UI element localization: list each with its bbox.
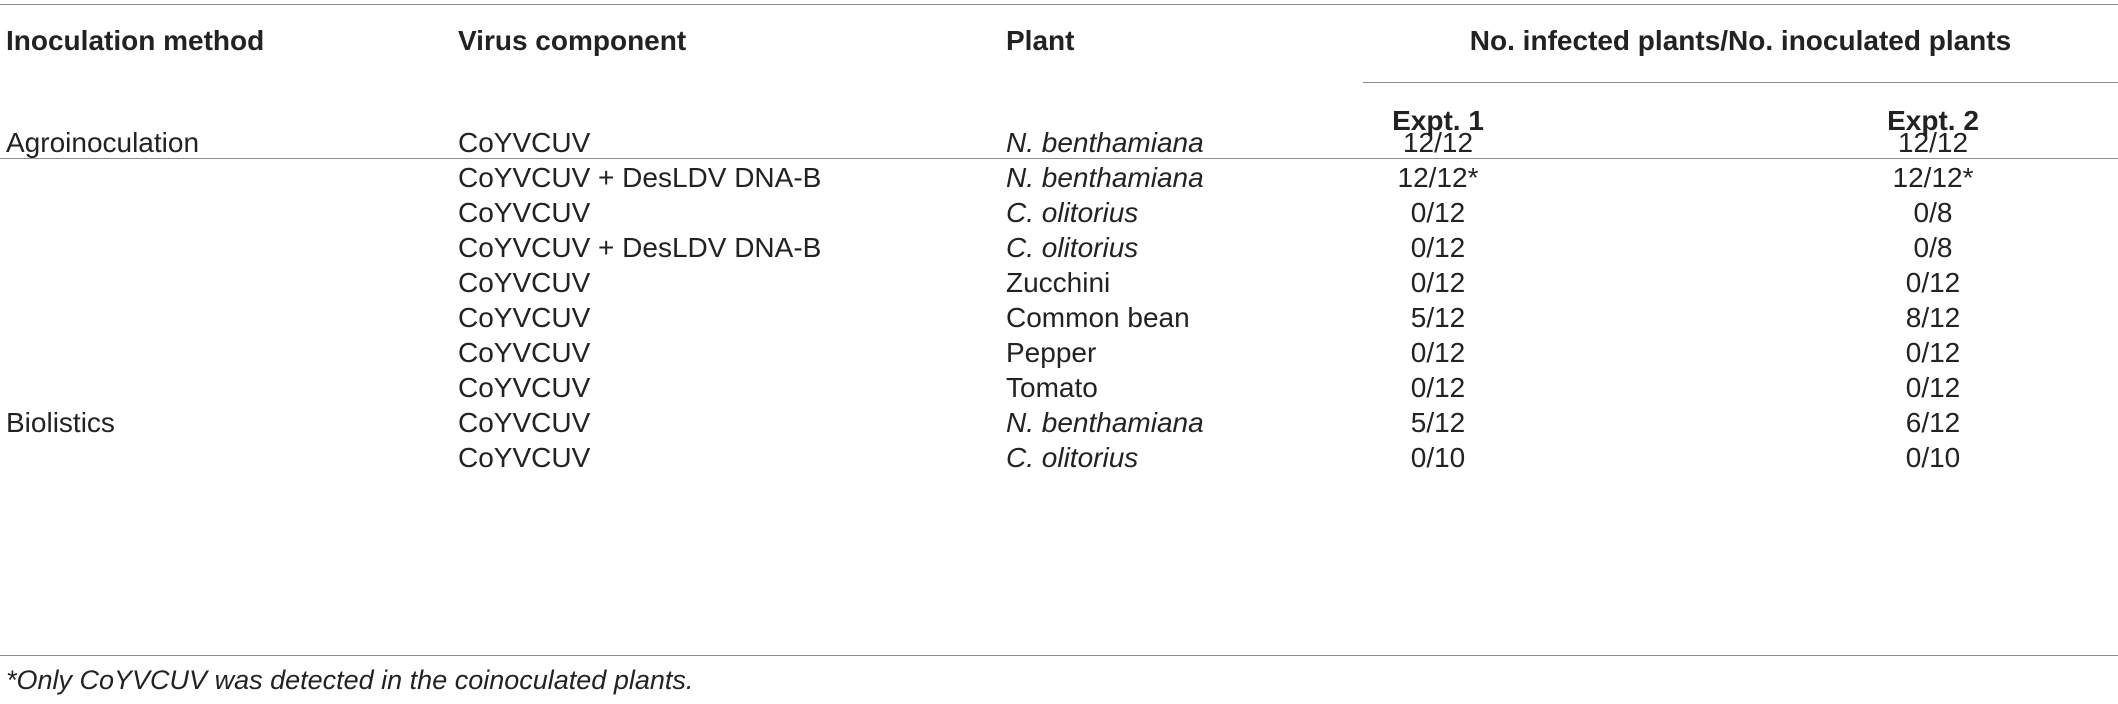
header-expt-1: Expt. 1 (1392, 105, 1484, 136)
cell-expt-1: 0/12 (1410, 337, 1466, 368)
cell-expt-1: 12/12* (1397, 162, 1479, 193)
cell-inoculation-method: Biolistics (6, 407, 115, 438)
table-bottom-rule (0, 655, 2118, 656)
cell-expt-2: 0/12 (1905, 372, 1961, 403)
cell-plant: C. olitorius (1006, 232, 1139, 263)
cell-virus-component: CoYVCUV (458, 442, 591, 473)
cell-plant: Pepper (1006, 337, 1097, 368)
cell-expt-2: 0/12 (1905, 267, 1961, 298)
table-footnote: *Only CoYVCUV was detected in the coinoc… (6, 665, 694, 695)
cell-virus-component: CoYVCUV (458, 372, 591, 403)
cell-expt-1: 0/12 (1410, 197, 1466, 228)
cell-expt-1: 12/12 (1402, 127, 1474, 158)
header-span-rule (1363, 82, 2118, 83)
cell-expt-2: 0/8 (1913, 232, 1953, 263)
cell-virus-component: CoYVCUV (458, 407, 591, 438)
cell-virus-component: CoYVCUV + DesLDV DNA-B (458, 232, 822, 263)
cell-plant: C. olitorius (1006, 442, 1139, 473)
cell-plant: Tomato (1006, 372, 1098, 403)
cell-expt-2: 12/12* (1892, 162, 1974, 193)
header-bottom-rule (0, 158, 2118, 159)
table-top-rule (0, 4, 2118, 5)
cell-expt-1: 5/12 (1410, 302, 1466, 333)
cell-virus-component: CoYVCUV (458, 127, 591, 158)
header-virus-component: Virus component (458, 25, 687, 56)
cell-plant: Common bean (1006, 302, 1190, 333)
cell-plant: Zucchini (1006, 267, 1111, 298)
cell-expt-1: 0/10 (1410, 442, 1466, 473)
cell-expt-1: 5/12 (1410, 407, 1466, 438)
cell-virus-component: CoYVCUV (458, 197, 591, 228)
cell-plant: N. benthamiana (1006, 162, 1204, 193)
cell-expt-1: 0/12 (1410, 372, 1466, 403)
cell-expt-1: 0/12 (1410, 267, 1466, 298)
cell-plant: N. benthamiana (1006, 127, 1204, 158)
header-expt-2: Expt. 2 (1887, 105, 1979, 136)
cell-inoculation-method: Agroinoculation (6, 127, 200, 158)
cell-virus-component: CoYVCUV (458, 337, 591, 368)
header-infected-ratio: No. infected plants/No. inoculated plant… (1469, 25, 2012, 56)
cell-expt-2: 8/12 (1905, 302, 1961, 333)
header-inoculation-method: Inoculation method (6, 25, 265, 56)
cell-plant: C. olitorius (1006, 197, 1139, 228)
cell-expt-2: 6/12 (1905, 407, 1961, 438)
cell-expt-2: 0/8 (1913, 197, 1953, 228)
cell-virus-component: CoYVCUV (458, 267, 591, 298)
cell-expt-2: 12/12 (1897, 127, 1969, 158)
cell-virus-component: CoYVCUV + DesLDV DNA-B (458, 162, 822, 193)
header-plant: Plant (1006, 25, 1075, 56)
cell-plant: N. benthamiana (1006, 407, 1204, 438)
cell-expt-1: 0/12 (1410, 232, 1466, 263)
cell-expt-2: 0/12 (1905, 337, 1961, 368)
cell-virus-component: CoYVCUV (458, 302, 591, 333)
cell-expt-2: 0/10 (1905, 442, 1961, 473)
